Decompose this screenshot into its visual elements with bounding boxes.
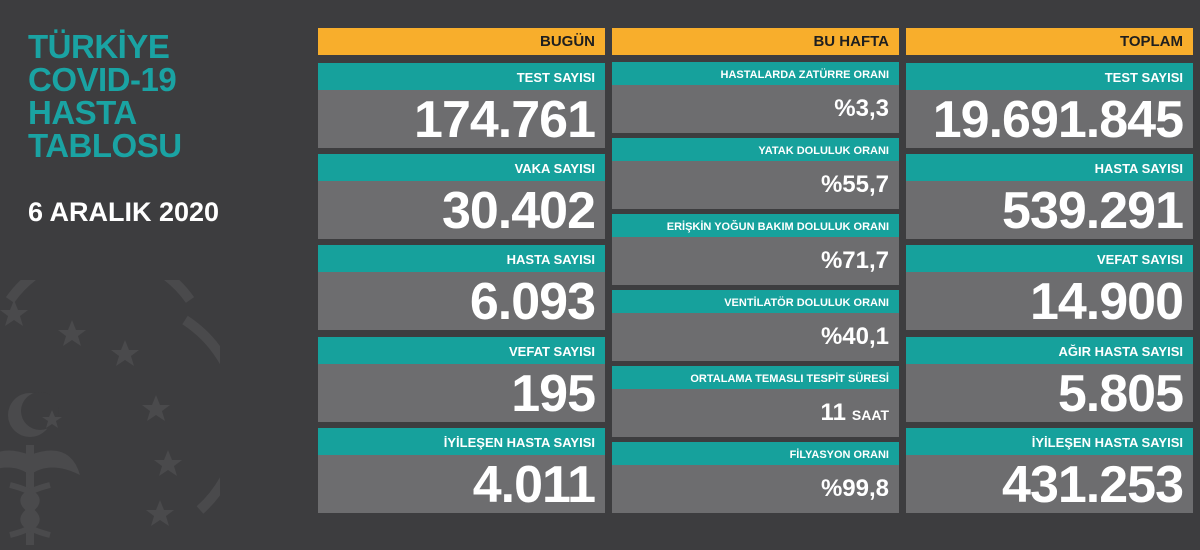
title-line: TÜRKİYE	[28, 28, 170, 65]
card-label: ERİŞKİN YOĞUN BAKIM DOLULUK ORANI	[612, 214, 899, 237]
card-value: %55,7	[612, 161, 899, 209]
card-label: FİLYASYON ORANI	[612, 442, 899, 465]
card-label: VENTİLATÖR DOLULUK ORANI	[612, 290, 899, 313]
total-test-card: TEST SAYISI 19.691.845	[906, 63, 1193, 149]
card-value: 174.761	[318, 90, 605, 149]
today-column: BUGÜN TEST SAYISI 174.761 VAKA SAYISI 30…	[318, 28, 605, 514]
card-label: HASTALARDA ZATÜRRE ORANI	[612, 62, 899, 85]
card-label: İYİLEŞEN HASTA SAYISI	[318, 428, 605, 455]
card-value: 14.900	[906, 272, 1193, 331]
card-value-unit: SAAT	[851, 407, 889, 423]
title-line: TABLOSU	[28, 127, 182, 164]
week-pneumonia-card: HASTALARDA ZATÜRRE ORANI %3,3	[612, 62, 899, 133]
card-label: VAKA SAYISI	[318, 154, 605, 181]
card-value: 4.011	[318, 455, 605, 514]
card-label: YATAK DOLULUK ORANI	[612, 138, 899, 161]
total-death-card: VEFAT SAYISI 14.900	[906, 245, 1193, 331]
week-ventilator-card: VENTİLATÖR DOLULUK ORANI %40,1	[612, 290, 899, 361]
total-critical-card: AĞIR HASTA SAYISI 5.805	[906, 337, 1193, 423]
card-value: 539.291	[906, 181, 1193, 240]
card-label: VEFAT SAYISI	[318, 337, 605, 364]
total-header: TOPLAM	[906, 28, 1193, 55]
card-value: 431.253	[906, 455, 1193, 514]
card-label: HASTA SAYISI	[906, 154, 1193, 181]
title-line: HASTA	[28, 94, 137, 131]
week-filiation-card: FİLYASYON ORANI %99,8	[612, 442, 899, 513]
week-bed-occupancy-card: YATAK DOLULUK ORANI %55,7	[612, 138, 899, 209]
week-icu-occupancy-card: ERİŞKİN YOĞUN BAKIM DOLULUK ORANI %71,7	[612, 214, 899, 285]
card-value: 11 SAAT	[612, 389, 899, 437]
card-label: AĞIR HASTA SAYISI	[906, 337, 1193, 364]
today-test-card: TEST SAYISI 174.761	[318, 63, 605, 149]
ministry-emblem-icon	[0, 280, 220, 545]
card-label: VEFAT SAYISI	[906, 245, 1193, 272]
card-label: TEST SAYISI	[318, 63, 605, 90]
card-label: İYİLEŞEN HASTA SAYISI	[906, 428, 1193, 455]
card-value-number: 11	[820, 399, 846, 426]
today-patient-card: HASTA SAYISI 6.093	[318, 245, 605, 331]
today-header: BUGÜN	[318, 28, 605, 55]
card-label: HASTA SAYISI	[318, 245, 605, 272]
dashboard-title: TÜRKİYE COVID-19 HASTA TABLOSU	[28, 30, 182, 162]
card-label: ORTALAMA TEMASLI TESPİT SÜRESİ	[612, 366, 899, 389]
total-patient-card: HASTA SAYISI 539.291	[906, 154, 1193, 240]
total-recovered-card: İYİLEŞEN HASTA SAYISI 431.253	[906, 428, 1193, 514]
today-death-card: VEFAT SAYISI 195	[318, 337, 605, 423]
today-recovered-card: İYİLEŞEN HASTA SAYISI 4.011	[318, 428, 605, 514]
card-value: 19.691.845	[906, 90, 1193, 149]
card-value: 6.093	[318, 272, 605, 331]
week-column: BU HAFTA HASTALARDA ZATÜRRE ORANI %3,3 Y…	[612, 28, 899, 514]
card-label: TEST SAYISI	[906, 63, 1193, 90]
card-value: %3,3	[612, 85, 899, 133]
card-value: %40,1	[612, 313, 899, 361]
card-value: 30.402	[318, 181, 605, 240]
week-contact-time-card: ORTALAMA TEMASLI TESPİT SÜRESİ 11 SAAT	[612, 366, 899, 437]
title-line: COVID-19	[28, 61, 177, 98]
card-value: %71,7	[612, 237, 899, 285]
report-date: 6 ARALIK 2020	[28, 197, 220, 227]
week-header: BU HAFTA	[612, 28, 899, 55]
total-column: TOPLAM TEST SAYISI 19.691.845 HASTA SAYI…	[906, 28, 1193, 514]
card-value: 5.805	[906, 364, 1193, 423]
today-case-card: VAKA SAYISI 30.402	[318, 154, 605, 240]
card-value: %99,8	[612, 465, 899, 513]
card-value: 195	[318, 364, 605, 423]
